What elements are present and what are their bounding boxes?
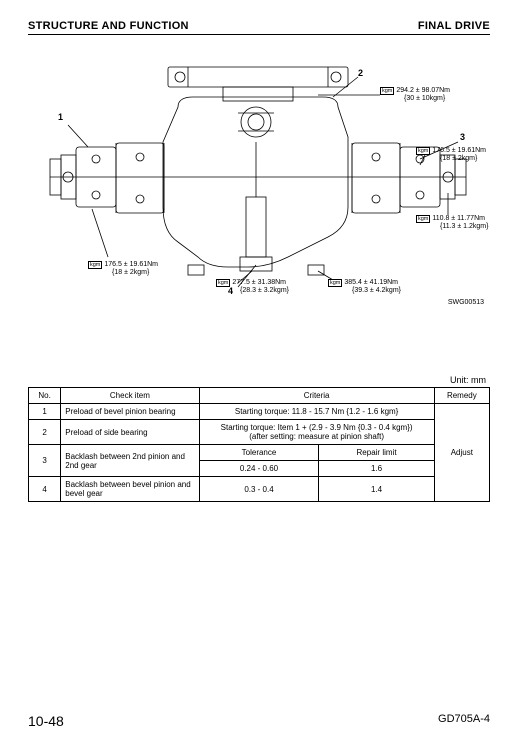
cell-check: Backlash between 2nd pinion and 2nd gear <box>61 445 199 477</box>
page-footer: 10-48 GD705A-4 <box>28 713 490 729</box>
cell-repair: 1.4 <box>319 477 434 502</box>
th-check: Check item <box>61 388 199 404</box>
callout-3: 3 <box>460 133 465 143</box>
kgm-box: kgm <box>328 279 342 287</box>
table-row: 1 Preload of bevel pinion bearing Starti… <box>29 404 490 420</box>
header-right: FINAL DRIVE <box>418 20 490 32</box>
callout-2: 2 <box>358 69 363 79</box>
cell-check: Preload of side bearing <box>61 420 199 445</box>
callout-1: 1 <box>58 113 63 123</box>
cell-no: 3 <box>29 445 61 477</box>
page-number: 10-48 <box>28 713 64 729</box>
th-no: No. <box>29 388 61 404</box>
cell-criteria: Starting torque: Item 1 + (2.9 - 3.9 Nm … <box>199 420 434 445</box>
torque-right-2: kgm 110.8 ± 11.77Nm {11.3 ± 1.2kgm} <box>416 215 488 231</box>
unit-label: Unit: mm <box>28 375 490 385</box>
cell-criteria: Starting torque: 11.8 - 15.7 Nm {1.2 - 1… <box>199 404 434 420</box>
technical-diagram: 1 2 3 4 kgm 294.2 ± 98.07Nm {30 ± 10kgm}… <box>28 47 490 327</box>
cell-no: 1 <box>29 404 61 420</box>
kgm-box: kgm <box>216 279 230 287</box>
kgm-box: kgm <box>88 261 102 269</box>
th-criteria: Criteria <box>199 388 434 404</box>
cell-repair: 1.6 <box>319 461 434 477</box>
cell-no: 2 <box>29 420 61 445</box>
torque-bottom-2: kgm 385.4 ± 41.19Nm {39.3 ± 4.2kgm} <box>328 279 401 295</box>
cell-remedy: Adjust <box>434 404 489 502</box>
table-row: 4 Backlash between bevel pinion and beve… <box>29 477 490 502</box>
spec-table: No. Check item Criteria Remedy 1 Preload… <box>28 387 490 502</box>
model-code: GD705A-4 <box>438 713 490 729</box>
torque-bottom-1: kgm 277.5 ± 31.38Nm {28.3 ± 3.2kgm} <box>216 279 289 295</box>
page-header: STRUCTURE AND FUNCTION FINAL DRIVE <box>28 20 490 35</box>
th-remedy: Remedy <box>434 388 489 404</box>
cell-no: 4 <box>29 477 61 502</box>
header-left: STRUCTURE AND FUNCTION <box>28 20 189 32</box>
torque-right-1: kgm 176.5 ± 19.61Nm {18 ± 2kgm} <box>416 147 486 163</box>
cell-check: Preload of bevel pinion bearing <box>61 404 199 420</box>
drawing-code: SWG00513 <box>448 299 484 306</box>
cell-tolerance-hdr: Tolerance <box>199 445 319 461</box>
cell-tolerance: 0.24 - 0.60 <box>199 461 319 477</box>
table-row: 2 Preload of side bearing Starting torqu… <box>29 420 490 445</box>
kgm-box: kgm <box>380 87 394 95</box>
cell-repair-hdr: Repair limit <box>319 445 434 461</box>
kgm-box: kgm <box>416 215 430 223</box>
kgm-box: kgm <box>416 147 430 155</box>
cell-tolerance: 0.3 - 0.4 <box>199 477 319 502</box>
torque-left: kgm 176.5 ± 19.61Nm {18 ± 2kgm} <box>88 261 158 277</box>
table-row: 3 Backlash between 2nd pinion and 2nd ge… <box>29 445 490 461</box>
torque-top: kgm 294.2 ± 98.07Nm {30 ± 10kgm} <box>380 87 450 103</box>
cell-check: Backlash between bevel pinion and bevel … <box>61 477 199 502</box>
table-header-row: No. Check item Criteria Remedy <box>29 388 490 404</box>
